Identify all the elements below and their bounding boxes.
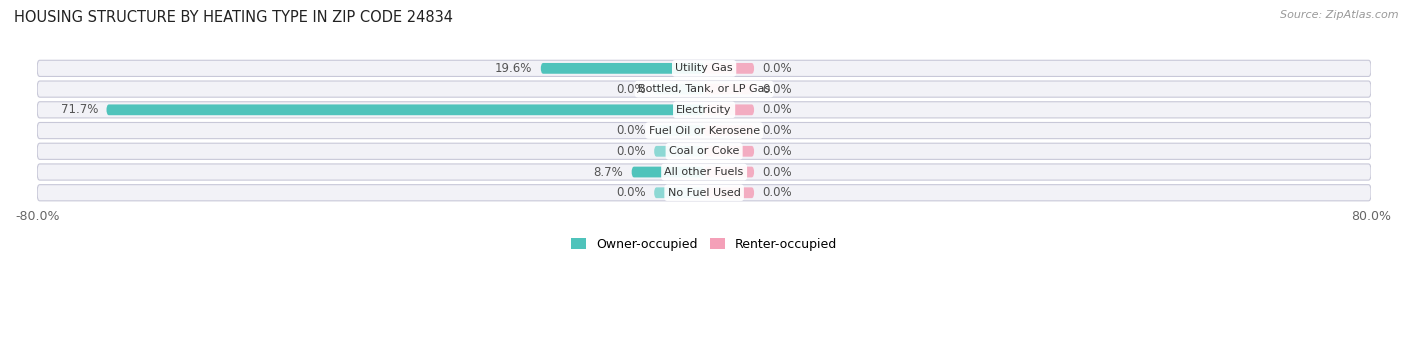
Text: No Fuel Used: No Fuel Used: [668, 188, 741, 198]
FancyBboxPatch shape: [654, 187, 704, 198]
FancyBboxPatch shape: [704, 187, 754, 198]
Text: HOUSING STRUCTURE BY HEATING TYPE IN ZIP CODE 24834: HOUSING STRUCTURE BY HEATING TYPE IN ZIP…: [14, 10, 453, 25]
Text: 0.0%: 0.0%: [762, 124, 792, 137]
FancyBboxPatch shape: [37, 143, 1371, 159]
Text: 0.0%: 0.0%: [616, 124, 645, 137]
Text: 0.0%: 0.0%: [762, 83, 792, 95]
Text: Utility Gas: Utility Gas: [675, 63, 733, 73]
Text: 0.0%: 0.0%: [616, 145, 645, 158]
Text: 0.0%: 0.0%: [762, 103, 792, 116]
FancyBboxPatch shape: [654, 146, 704, 157]
FancyBboxPatch shape: [654, 125, 704, 136]
Text: Fuel Oil or Kerosene: Fuel Oil or Kerosene: [648, 125, 759, 136]
FancyBboxPatch shape: [654, 84, 704, 94]
Text: Bottled, Tank, or LP Gas: Bottled, Tank, or LP Gas: [638, 84, 770, 94]
FancyBboxPatch shape: [37, 60, 1371, 76]
FancyBboxPatch shape: [37, 122, 1371, 139]
Text: All other Fuels: All other Fuels: [665, 167, 744, 177]
Text: 0.0%: 0.0%: [616, 83, 645, 95]
FancyBboxPatch shape: [704, 104, 754, 115]
FancyBboxPatch shape: [37, 164, 1371, 180]
FancyBboxPatch shape: [704, 84, 754, 94]
FancyBboxPatch shape: [37, 102, 1371, 118]
FancyBboxPatch shape: [704, 63, 754, 74]
Text: 71.7%: 71.7%: [60, 103, 98, 116]
FancyBboxPatch shape: [704, 146, 754, 157]
Text: 0.0%: 0.0%: [762, 186, 792, 199]
FancyBboxPatch shape: [541, 63, 704, 74]
Text: 0.0%: 0.0%: [762, 62, 792, 75]
Text: 19.6%: 19.6%: [495, 62, 533, 75]
FancyBboxPatch shape: [631, 167, 704, 177]
Text: Coal or Coke: Coal or Coke: [669, 146, 740, 156]
FancyBboxPatch shape: [704, 167, 754, 177]
Legend: Owner-occupied, Renter-occupied: Owner-occupied, Renter-occupied: [567, 233, 842, 256]
FancyBboxPatch shape: [37, 185, 1371, 201]
Text: 0.0%: 0.0%: [762, 165, 792, 179]
Text: 0.0%: 0.0%: [762, 145, 792, 158]
Text: Source: ZipAtlas.com: Source: ZipAtlas.com: [1281, 10, 1399, 20]
FancyBboxPatch shape: [704, 125, 754, 136]
Text: 0.0%: 0.0%: [616, 186, 645, 199]
FancyBboxPatch shape: [37, 81, 1371, 97]
Text: Electricity: Electricity: [676, 105, 733, 115]
Text: 8.7%: 8.7%: [593, 165, 623, 179]
FancyBboxPatch shape: [107, 104, 704, 115]
